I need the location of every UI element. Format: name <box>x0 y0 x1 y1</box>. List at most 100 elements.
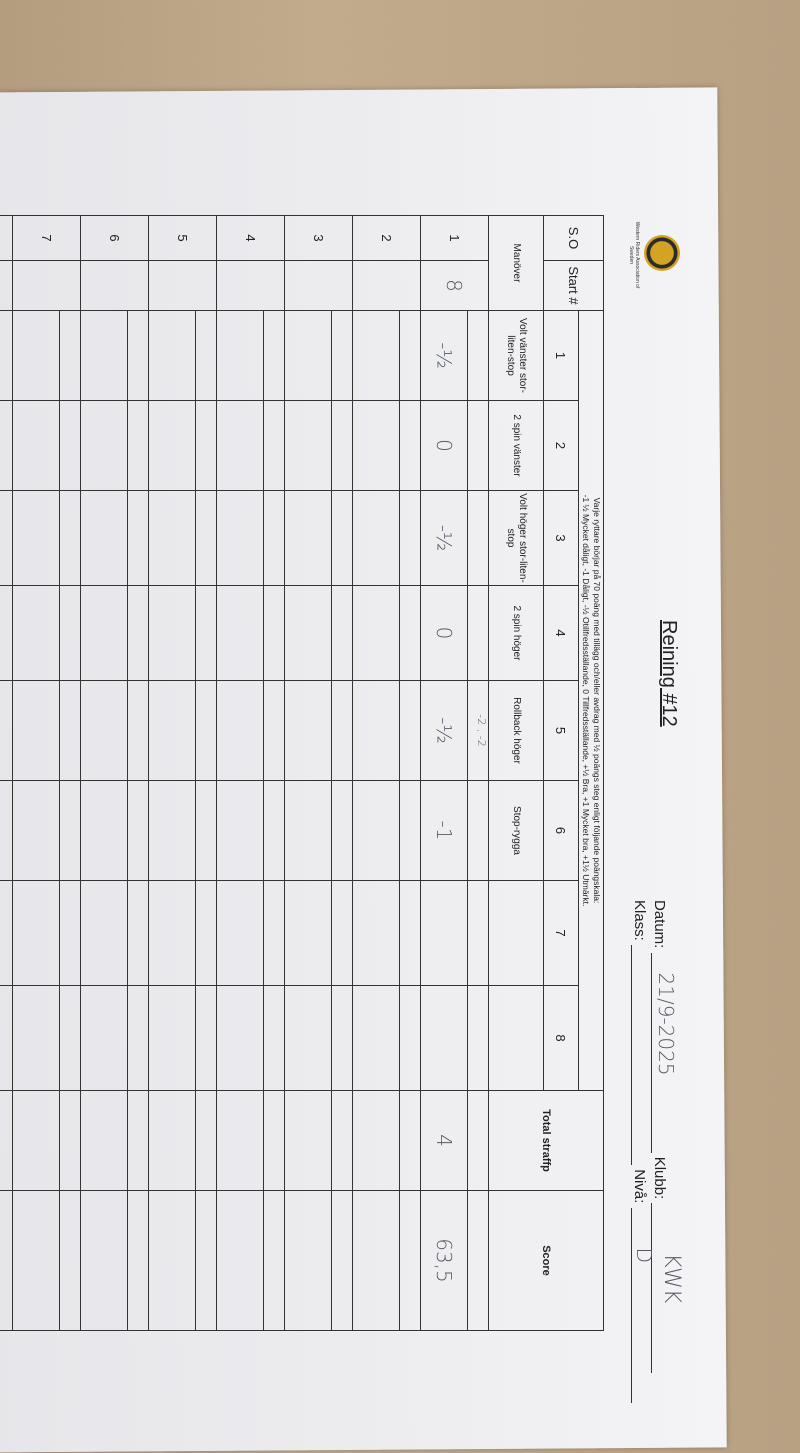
total-penalty-cell[interactable] <box>12 1090 81 1191</box>
maneuver-score-cell[interactable] <box>284 985 353 1091</box>
start-number-cell[interactable] <box>148 260 217 311</box>
maneuver-score-cell[interactable] <box>216 310 285 401</box>
start-number-cell[interactable] <box>352 260 421 311</box>
maneuver-score-cell[interactable] <box>12 985 81 1091</box>
maneuver-score-cell[interactable] <box>284 585 353 681</box>
maneuver-score-cell[interactable] <box>352 400 421 491</box>
start-number-cell[interactable] <box>80 260 149 311</box>
maneuver-score-cell[interactable] <box>0 400 13 491</box>
maneuver-score-cell[interactable] <box>352 310 421 401</box>
total-penalty-cell[interactable] <box>80 1090 149 1191</box>
score-cell[interactable] <box>0 1190 13 1331</box>
penalty-subcell <box>399 681 420 780</box>
maneuver-score-cell[interactable] <box>216 985 285 1091</box>
maneuver-score-cell[interactable] <box>148 310 217 401</box>
maneuver-score-cell[interactable] <box>216 400 285 491</box>
maneuver-score-cell[interactable] <box>0 585 13 681</box>
maneuver-score-cell[interactable] <box>148 400 217 491</box>
maneuver-score-cell[interactable] <box>80 880 149 986</box>
maneuver-score-cell[interactable] <box>80 585 149 681</box>
maneuver-score-cell[interactable] <box>216 780 285 881</box>
score-cell[interactable] <box>352 1190 421 1331</box>
total-penalty-cell[interactable] <box>352 1090 421 1191</box>
maneuver-score-cell[interactable] <box>420 985 489 1091</box>
maneuver-score-cell[interactable] <box>216 680 285 781</box>
score-cell[interactable] <box>12 1190 81 1331</box>
maneuver-score-cell[interactable] <box>12 585 81 681</box>
maneuver-score-cell[interactable] <box>352 880 421 986</box>
maneuver-score-cell[interactable] <box>216 490 285 586</box>
maneuver-score-cell[interactable]: -1 <box>420 780 489 881</box>
maneuver-score-cell[interactable] <box>0 680 13 781</box>
maneuver-score-cell[interactable] <box>12 400 81 491</box>
maneuver-score-cell[interactable] <box>284 310 353 401</box>
maneuver-score-cell[interactable] <box>12 490 81 586</box>
maneuver-score-cell[interactable] <box>80 985 149 1091</box>
maneuver-score-cell[interactable] <box>216 880 285 986</box>
maneuver-score-cell[interactable] <box>80 490 149 586</box>
total-penalty-cell[interactable]: 4 <box>420 1090 489 1191</box>
maneuver-score-cell[interactable] <box>0 780 13 881</box>
maneuver-score-cell[interactable] <box>352 985 421 1091</box>
maneuver-score-cell[interactable] <box>148 780 217 881</box>
score-cell[interactable] <box>148 1190 217 1331</box>
maneuver-score-cell[interactable] <box>148 490 217 586</box>
score-subcell <box>217 586 263 680</box>
score-cell[interactable] <box>216 1190 285 1331</box>
maneuver-score-cell[interactable] <box>352 680 421 781</box>
maneuver-score-cell[interactable] <box>80 400 149 491</box>
maneuver-score-cell[interactable] <box>352 585 421 681</box>
maneuver-score-cell[interactable] <box>284 880 353 986</box>
maneuver-score-cell[interactable] <box>0 310 13 401</box>
maneuver-score-cell[interactable] <box>352 490 421 586</box>
maneuver-score-cell[interactable]: -½ <box>420 310 489 401</box>
score-value <box>353 1191 399 1330</box>
maneuver-score-cell[interactable] <box>216 585 285 681</box>
maneuver-score-cell[interactable] <box>0 490 13 586</box>
start-number-cell[interactable] <box>12 260 81 311</box>
maneuver-score-cell[interactable] <box>352 780 421 881</box>
maneuver-score-cell[interactable] <box>0 985 13 1091</box>
penalty-subcell <box>127 781 148 880</box>
so-number: 4 <box>216 215 285 261</box>
maneuver-score-cell[interactable] <box>0 880 13 986</box>
total-penalty-cell[interactable] <box>284 1090 353 1191</box>
score-subcell <box>285 401 331 490</box>
maneuver-score-cell[interactable] <box>12 310 81 401</box>
maneuver-score-cell[interactable] <box>284 780 353 881</box>
total-penalty-cell[interactable] <box>0 1090 13 1191</box>
maneuver-score-cell[interactable]: -2 , -2 -½ <box>420 680 489 781</box>
penalty-subcell <box>399 881 420 985</box>
maneuver-score-cell[interactable] <box>80 680 149 781</box>
start-number-cell[interactable] <box>216 260 285 311</box>
score-cell[interactable]: 63,5 <box>420 1190 489 1331</box>
maneuver-score-cell[interactable] <box>284 680 353 781</box>
maneuver-score-cell[interactable] <box>148 680 217 781</box>
score-cell[interactable] <box>284 1190 353 1331</box>
maneuver-score-cell[interactable] <box>284 400 353 491</box>
maneuver-score-cell[interactable] <box>12 880 81 986</box>
penalty-subcell <box>467 491 488 585</box>
score-subcell <box>81 681 127 780</box>
maneuver-score-cell[interactable]: 0 <box>420 585 489 681</box>
score-subcell <box>353 681 399 780</box>
maneuver-score-cell[interactable] <box>148 880 217 986</box>
maneuver-score-cell[interactable] <box>284 490 353 586</box>
maneuver-score-cell[interactable] <box>80 310 149 401</box>
penalty-subcell <box>195 401 216 490</box>
maneuver-score-cell[interactable] <box>148 985 217 1091</box>
start-number-cell[interactable] <box>0 260 13 311</box>
score-subcell <box>149 681 195 780</box>
maneuver-score-cell[interactable]: -½ <box>420 490 489 586</box>
maneuver-score-cell[interactable] <box>148 585 217 681</box>
maneuver-score-cell[interactable] <box>80 780 149 881</box>
maneuver-score-cell[interactable] <box>12 680 81 781</box>
total-penalty-cell[interactable] <box>216 1090 285 1191</box>
maneuver-score-cell[interactable] <box>420 880 489 986</box>
maneuver-score-cell[interactable]: 0 <box>420 400 489 491</box>
total-penalty-cell[interactable] <box>148 1090 217 1191</box>
score-cell[interactable] <box>80 1190 149 1331</box>
start-number-cell[interactable]: 8 <box>420 260 489 311</box>
maneuver-score-cell[interactable] <box>12 780 81 881</box>
start-number-cell[interactable] <box>284 260 353 311</box>
